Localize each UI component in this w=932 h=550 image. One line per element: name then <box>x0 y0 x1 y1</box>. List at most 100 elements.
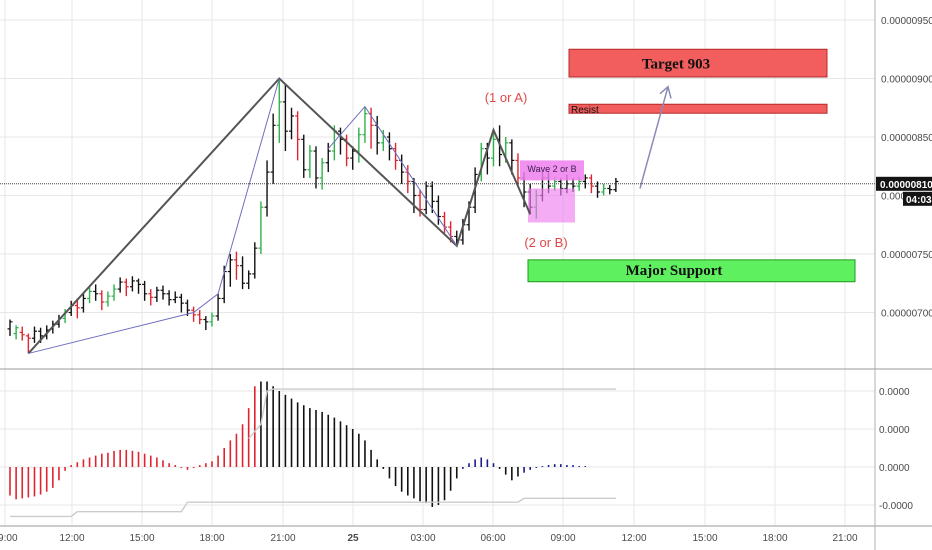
time-tick-6: 03:00 <box>410 533 435 544</box>
candle-23[interactable] <box>148 289 154 306</box>
candle-4[interactable] <box>31 326 37 343</box>
candle-28[interactable] <box>178 293 184 313</box>
candle-66[interactable] <box>411 177 417 214</box>
target-label: Target 903 <box>642 56 710 72</box>
candle-49[interactable] <box>307 145 313 178</box>
candle-40[interactable] <box>252 242 258 279</box>
candle-3[interactable] <box>25 333 31 354</box>
candle-0[interactable] <box>7 319 13 336</box>
time-tick-7: 06:00 <box>480 533 505 544</box>
candle-21[interactable] <box>136 278 142 294</box>
candle-19[interactable] <box>123 278 129 297</box>
candle-24[interactable] <box>154 286 160 302</box>
candle-38[interactable] <box>240 256 246 290</box>
candle-29[interactable] <box>184 299 190 317</box>
candle-39[interactable] <box>246 270 252 290</box>
forecast-arrow-line <box>639 86 669 189</box>
candle-70[interactable] <box>435 195 441 225</box>
candle-50[interactable] <box>313 146 319 189</box>
wave-zone-upper[interactable] <box>520 160 584 181</box>
candle-16[interactable] <box>105 291 111 307</box>
candle-25[interactable] <box>160 285 166 300</box>
forecast-arrow-head <box>659 85 672 99</box>
wave-zone-lower <box>528 188 575 223</box>
price-tick-4: 0.00000750 <box>881 250 932 261</box>
candle-58[interactable] <box>362 106 368 143</box>
axis-layer: 0.000009500.000009000.000008500.00000800… <box>0 16 932 544</box>
price-tick-5: 0.00000700 <box>881 309 932 320</box>
osc-tick-2: 0.0000 <box>879 463 910 474</box>
candle-13[interactable] <box>87 286 93 304</box>
time-tick-9: 12:00 <box>621 533 646 544</box>
candle-44[interactable] <box>276 78 282 143</box>
candle-54[interactable] <box>337 127 343 155</box>
candle-48[interactable] <box>301 134 307 178</box>
candle-36[interactable] <box>227 254 233 287</box>
candle-62[interactable] <box>386 132 392 161</box>
candle-65[interactable] <box>405 165 411 194</box>
candle-46[interactable] <box>289 107 295 140</box>
candle-68[interactable] <box>423 181 429 215</box>
candle-26[interactable] <box>166 290 172 306</box>
candle-14[interactable] <box>93 284 99 301</box>
candle-11[interactable] <box>74 298 80 319</box>
current-price-badge <box>876 176 932 191</box>
candle-12[interactable] <box>80 293 86 313</box>
candle-45[interactable] <box>282 84 288 152</box>
candle-95[interactable] <box>588 174 594 194</box>
swing-connector-2 <box>327 105 458 247</box>
candle-30[interactable] <box>191 306 197 322</box>
countdown-badge <box>903 191 932 206</box>
overlay-layer: Target 903 Resist Major Support Wave 2 or B… <box>0 48 875 355</box>
candle-20[interactable] <box>129 276 135 292</box>
candle-98[interactable] <box>607 184 613 195</box>
candle-18[interactable] <box>117 277 123 293</box>
candle-97[interactable] <box>601 183 607 196</box>
candle-51[interactable] <box>319 158 325 190</box>
candle-2[interactable] <box>19 326 25 341</box>
candle-15[interactable] <box>99 290 105 311</box>
time-tick-10: 15:00 <box>692 533 717 544</box>
price-tick-0: 0.00000950 <box>881 16 932 27</box>
candle-63[interactable] <box>393 142 399 170</box>
candle-33[interactable] <box>209 312 215 327</box>
candle-32[interactable] <box>203 316 209 331</box>
candle-47[interactable] <box>295 111 301 161</box>
time-tick-8: 09:00 <box>550 533 575 544</box>
candle-82[interactable] <box>509 139 515 175</box>
time-tick-5: 25 <box>347 533 359 544</box>
time-tick-2: 15:00 <box>129 533 154 544</box>
candle-96[interactable] <box>595 181 601 198</box>
swing-connector-1 <box>28 78 280 354</box>
candle-52[interactable] <box>325 142 331 173</box>
candle-61[interactable] <box>380 129 386 152</box>
candle-43[interactable] <box>270 113 276 184</box>
candle-22[interactable] <box>142 280 148 301</box>
candle-31[interactable] <box>197 310 203 325</box>
candle-99[interactable] <box>613 177 619 192</box>
osc-tick-1: 0.0000 <box>879 425 910 436</box>
candle-41[interactable] <box>258 201 264 254</box>
candle-57[interactable] <box>356 127 362 163</box>
wave-label-1-or-a: (1 or A) <box>485 90 528 105</box>
candle-27[interactable] <box>172 291 178 304</box>
target-zone[interactable] <box>568 48 828 78</box>
time-tick-11: 18:00 <box>762 533 787 544</box>
candle-34[interactable] <box>215 293 221 321</box>
osc-tick-3: -0.0000 <box>879 501 913 512</box>
candle-37[interactable] <box>233 251 239 280</box>
support-zone[interactable] <box>527 259 856 283</box>
candle-94[interactable] <box>582 174 588 189</box>
candle-79[interactable] <box>490 131 496 167</box>
time-tick-4: 21:00 <box>270 533 295 544</box>
current-price-label: 0.00000810 <box>880 180 932 191</box>
candle-42[interactable] <box>264 160 270 217</box>
oscillator-panel <box>9 381 616 518</box>
resist-zone[interactable] <box>568 103 828 114</box>
candle-1[interactable] <box>13 325 19 340</box>
time-tick-3: 18:00 <box>199 533 224 544</box>
osc-lower-band <box>10 497 616 518</box>
candle-17[interactable] <box>111 284 117 301</box>
time-tick-1: 12:00 <box>59 533 84 544</box>
